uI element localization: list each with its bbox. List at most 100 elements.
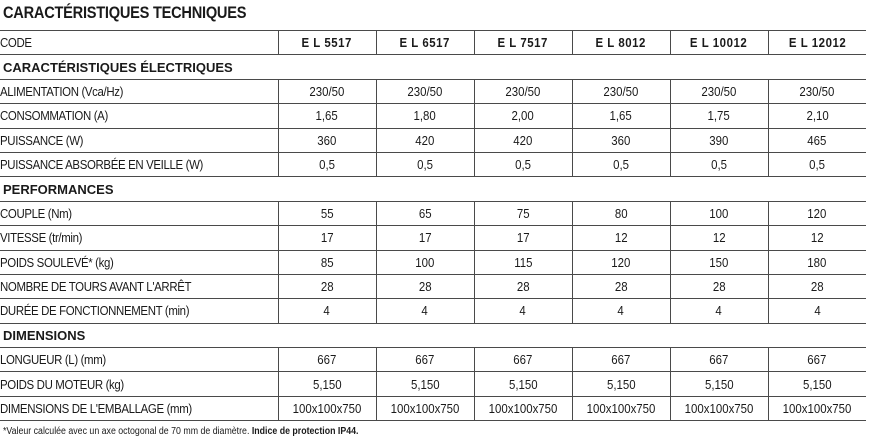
value-cell: 667 xyxy=(277,347,376,373)
cell-value: 4 xyxy=(814,303,821,319)
cell-value: 230/50 xyxy=(505,83,541,99)
value-cell: 667 xyxy=(571,347,670,373)
value-cell: 28 xyxy=(669,274,768,300)
value-cell: 5,150 xyxy=(669,371,768,397)
model-code: E L 5517 xyxy=(301,35,353,51)
cell-value: 150 xyxy=(709,254,729,270)
value-cell: 12 xyxy=(669,225,768,251)
value-cell: 17 xyxy=(375,225,474,251)
value-cell: 0,5 xyxy=(375,152,474,178)
section-title: CARACTÉRISTIQUES ÉLECTRIQUES xyxy=(0,54,866,80)
cell-value: 100x100x750 xyxy=(488,401,558,417)
value-cell: 28 xyxy=(473,274,572,300)
value-cell: 0,5 xyxy=(277,152,376,178)
cell-value: 5,150 xyxy=(704,376,734,392)
cell-value: 230/50 xyxy=(309,83,345,99)
cell-value: 1,75 xyxy=(707,108,731,124)
value-cell: 390 xyxy=(669,128,768,153)
cell-value: 1,80 xyxy=(413,108,437,124)
cell-value: 100x100x750 xyxy=(782,401,852,417)
cell-value: 5,150 xyxy=(312,376,342,392)
specs-table-body: CODE E L 5517 E L 6517 E L 7517 E L 8012… xyxy=(0,29,866,422)
section-title: DIMENSIONS xyxy=(0,323,866,349)
value-cell: 1,75 xyxy=(669,103,768,129)
value-cell: 1,65 xyxy=(571,103,670,129)
value-cell: 120 xyxy=(767,201,866,227)
cell-value: 12 xyxy=(614,230,628,246)
value-cell: 360 xyxy=(277,128,376,153)
cell-value: 667 xyxy=(513,352,533,368)
cell-value: 115 xyxy=(513,254,533,270)
value-cell: 17 xyxy=(473,225,572,251)
model-code: E L 12012 xyxy=(788,35,846,51)
cell-value: 667 xyxy=(709,352,729,368)
row-label: LONGUEUR (L) (mm) xyxy=(0,352,106,368)
value-cell: 420 xyxy=(473,128,572,153)
cell-value: 55 xyxy=(320,205,334,221)
cell-value: 28 xyxy=(320,279,334,295)
table-row: PUISSANCE ABSORBÉE EN VEILLE (W) 0,5 0,5 0,… xyxy=(0,152,866,178)
cell-value: 5,150 xyxy=(802,376,832,392)
row-label: DURÉE DE FONCTIONNEMENT (min) xyxy=(0,303,190,319)
value-cell: 55 xyxy=(277,201,376,227)
cell-value: 28 xyxy=(810,279,824,295)
value-cell: 85 xyxy=(277,250,376,275)
value-cell: 230/50 xyxy=(669,79,768,105)
cell-value: 667 xyxy=(317,352,337,368)
model-code: E L 10012 xyxy=(690,35,748,51)
row-label-cell: DURÉE DE FONCTIONNEMENT (min) xyxy=(0,298,278,324)
cell-value: 360 xyxy=(317,132,337,148)
cell-value: 12 xyxy=(712,230,726,246)
value-cell: 80 xyxy=(571,201,670,227)
cell-value: 0,5 xyxy=(319,157,335,173)
cell-value: 230/50 xyxy=(799,83,835,99)
cell-value: 2,10 xyxy=(806,108,829,124)
value-cell: 360 xyxy=(571,128,670,153)
value-cell: 100 xyxy=(375,250,474,275)
value-cell: 12 xyxy=(571,225,670,251)
value-cell: 667 xyxy=(767,347,866,373)
table-row: COUPLE (Nm) 55 65 75 80 100 120 xyxy=(0,201,866,227)
value-cell: 75 xyxy=(473,201,572,227)
value-cell: 100 xyxy=(669,201,768,227)
value-cell: 5,150 xyxy=(767,371,866,397)
section-title-text: CARACTÉRISTIQUES ÉLECTRIQUES xyxy=(3,59,233,75)
model-code: E L 7517 xyxy=(497,35,549,51)
cell-value: 5,150 xyxy=(508,376,538,392)
row-label-cell: DIMENSIONS DE L'EMBALLAGE (mm) xyxy=(0,396,278,422)
cell-value: 1,65 xyxy=(315,108,339,124)
cell-value: 230/50 xyxy=(407,83,443,99)
model-cell: E L 7517 xyxy=(473,29,572,56)
cell-value: 0,5 xyxy=(613,157,629,173)
cell-value: 420 xyxy=(415,132,435,148)
cell-value: 4 xyxy=(617,303,625,319)
cell-value: 17 xyxy=(418,230,432,246)
cell-value: 4 xyxy=(323,303,331,319)
model-cell: E L 5517 xyxy=(277,29,376,56)
cell-value: 28 xyxy=(516,279,530,295)
footnote: *Valeur calculée avec un axe octogonal d… xyxy=(3,426,358,437)
value-cell: 100x100x750 xyxy=(571,396,670,422)
cell-value: 17 xyxy=(516,230,530,246)
value-cell: 28 xyxy=(277,274,376,300)
row-label: CONSOMMATION (A) xyxy=(0,108,108,124)
cell-value: 180 xyxy=(807,254,827,270)
cell-value: 5,150 xyxy=(410,376,440,392)
row-label: DIMENSIONS DE L'EMBALLAGE (mm) xyxy=(0,401,192,417)
row-label-cell: PUISSANCE ABSORBÉE EN VEILLE (W) xyxy=(0,152,278,178)
table-row: CONSOMMATION (A) 1,65 1,80 2,00 1,65 1,75 2,10 xyxy=(0,103,866,129)
model-code: E L 6517 xyxy=(399,35,451,51)
value-cell: 4 xyxy=(375,298,474,324)
code-label-cell: CODE xyxy=(0,29,278,56)
value-cell: 2,00 xyxy=(473,103,572,129)
cell-value: 28 xyxy=(712,279,726,295)
row-label-cell: CONSOMMATION (A) xyxy=(0,103,278,129)
value-cell: 4 xyxy=(571,298,670,324)
cell-value: 420 xyxy=(513,132,533,148)
cell-value: 230/50 xyxy=(701,83,737,99)
cell-value: 0,5 xyxy=(809,157,826,173)
model-cell: E L 12012 xyxy=(767,29,866,56)
cell-value: 0,5 xyxy=(515,157,531,173)
value-cell: 4 xyxy=(767,298,866,324)
